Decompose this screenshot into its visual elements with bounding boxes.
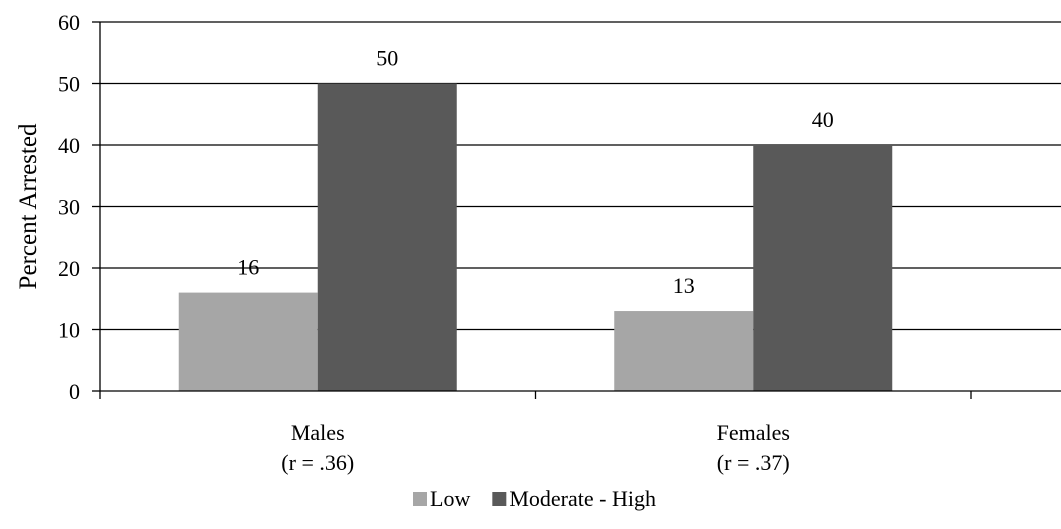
data-labels: 16 13 50 40 bbox=[237, 46, 834, 299]
legend-label: Moderate - High bbox=[509, 486, 656, 511]
data-label: 50 bbox=[376, 46, 398, 71]
bar-moderate-high-0 bbox=[317, 83, 457, 391]
gridlines bbox=[100, 21, 1061, 331]
bars bbox=[178, 83, 893, 391]
data-label: 16 bbox=[237, 255, 259, 280]
bar-low-0 bbox=[178, 292, 318, 391]
category-label: (r = .36) bbox=[281, 450, 354, 475]
y-tick-label: 0 bbox=[69, 379, 80, 404]
legend-swatch bbox=[492, 492, 507, 506]
y-tick-label: 20 bbox=[58, 256, 80, 281]
legend-label: Low bbox=[430, 486, 470, 511]
category-label: Males bbox=[291, 420, 345, 445]
y-axis-title: Percent Arrested bbox=[15, 123, 42, 289]
y-tick-label: 60 bbox=[58, 10, 80, 35]
data-label: 40 bbox=[812, 107, 834, 132]
legend-swatch bbox=[413, 492, 427, 506]
y-tick-label: 30 bbox=[58, 195, 80, 220]
bar-moderate-high-1 bbox=[753, 145, 893, 391]
axes bbox=[92, 21, 1061, 399]
legend: Low Moderate - High bbox=[413, 486, 656, 511]
category-labels: Males (r = .36) Females (r = .37) bbox=[281, 420, 790, 475]
category-label: (r = .37) bbox=[717, 450, 790, 475]
y-tick-label: 50 bbox=[58, 72, 80, 97]
data-label: 13 bbox=[673, 273, 695, 298]
y-tick-label: 10 bbox=[58, 318, 80, 343]
bar-low-1 bbox=[614, 311, 754, 391]
y-tick-labels: 0 10 20 30 40 50 60 bbox=[58, 10, 80, 404]
y-tick-label: 40 bbox=[58, 133, 80, 158]
category-label: Females bbox=[717, 420, 790, 445]
